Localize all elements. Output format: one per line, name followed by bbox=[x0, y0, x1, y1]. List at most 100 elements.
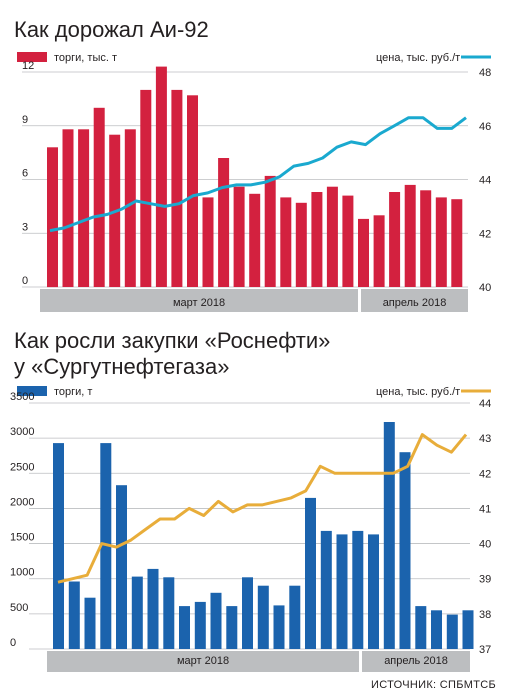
chart1-bar bbox=[358, 218, 369, 287]
chart2-bar bbox=[226, 606, 238, 649]
chart1-bar bbox=[373, 215, 385, 287]
chart2-title-line2: у «Сургутнефтегаза» bbox=[14, 354, 229, 379]
chart2-bar bbox=[257, 585, 269, 649]
chart2-bar bbox=[242, 577, 253, 649]
chart2-bar bbox=[368, 534, 379, 649]
chart1-price-line bbox=[49, 116, 467, 233]
chart1-bar bbox=[124, 129, 136, 287]
chart2-month-label: апрель 2018 bbox=[384, 655, 448, 667]
chart2-bar bbox=[116, 485, 127, 649]
chart1-plot: 0 3 6 9 12 40 42 44 46 48 март 2018 апрель 2018 bbox=[22, 60, 491, 312]
chart2-bar bbox=[273, 605, 285, 649]
chart1-title: Как дорожал Аи-92 bbox=[14, 17, 209, 42]
chart2-bar bbox=[415, 606, 427, 649]
chart1-month-band bbox=[361, 289, 468, 312]
chart2-ytick-right: 38 bbox=[479, 609, 491, 621]
chart1-ytick-right: 48 bbox=[479, 67, 491, 79]
chart1-bar bbox=[202, 197, 214, 287]
chart1-bar bbox=[280, 197, 292, 287]
chart1-bar bbox=[311, 192, 323, 287]
chart1-bar bbox=[187, 95, 198, 287]
chart1-bar bbox=[218, 158, 230, 287]
chart1-bar bbox=[155, 66, 167, 287]
chart2-bar bbox=[446, 614, 458, 649]
chart2-legend-line-label: цена, тыс. руб./т bbox=[376, 386, 460, 398]
chart2-ytick-left: 0 bbox=[10, 637, 16, 649]
chart2-bar bbox=[163, 577, 175, 649]
chart1-legend-bar-swatch bbox=[17, 52, 47, 62]
chart1-bar bbox=[93, 107, 105, 287]
chart2-bar bbox=[194, 601, 206, 649]
chart1-bar bbox=[404, 184, 416, 287]
chart2-ytick-left: 1000 bbox=[10, 567, 34, 579]
chart1-bar bbox=[451, 199, 463, 287]
chart2-bar bbox=[336, 534, 348, 649]
chart1-legend-bar-label: торги, тыс. т bbox=[54, 52, 117, 64]
chart2-plot: 0 500 1000 1500 2000 2500 3000 3500 37 38 39 40 41 42… bbox=[10, 391, 491, 672]
chart1-bar bbox=[342, 195, 354, 287]
source-note: ИСТОЧНИК: СПБМТСБ bbox=[371, 679, 496, 691]
chart2-ytick-left: 1500 bbox=[10, 532, 34, 544]
chart2-ytick-left: 500 bbox=[10, 602, 28, 614]
chart1-ytick-left: 9 bbox=[22, 114, 28, 126]
chart1-month-label: апрель 2018 bbox=[383, 297, 447, 309]
chart2-month-label: март 2018 bbox=[177, 655, 229, 667]
chart1-legend-line-label: цена, тыс. руб./т bbox=[376, 52, 460, 64]
chart2-bar bbox=[431, 610, 442, 649]
chart2-title-line1: Как росли закупки «Роснефти» bbox=[14, 328, 330, 353]
chart1-bar bbox=[420, 190, 432, 288]
chart2-bar bbox=[399, 452, 411, 649]
chart1-month-label: март 2018 bbox=[173, 297, 225, 309]
chart2-ytick-right: 41 bbox=[479, 503, 491, 515]
chart2-ytick-left: 3000 bbox=[10, 426, 34, 438]
chart1-ytick-right: 40 bbox=[479, 282, 491, 294]
chart2-ytick-right: 37 bbox=[479, 644, 491, 656]
chart2-price-line bbox=[57, 433, 468, 584]
chart2-bar bbox=[68, 581, 80, 649]
chart2-ytick-left: 3500 bbox=[10, 391, 34, 403]
chart2-bar bbox=[53, 443, 64, 649]
chart1-bar bbox=[171, 89, 183, 288]
chart2-bar bbox=[352, 530, 364, 649]
chart1-bar bbox=[326, 186, 338, 287]
chart1-ytick-left: 12 bbox=[22, 60, 34, 72]
chart2-bar bbox=[320, 530, 332, 649]
chart1-bar bbox=[62, 129, 74, 287]
chart2-ytick-left: 2000 bbox=[10, 496, 34, 508]
chart1-ytick-left: 6 bbox=[22, 168, 28, 180]
chart2-month-band bbox=[47, 651, 359, 672]
chart2-ytick-left: 2500 bbox=[10, 461, 34, 473]
chart1-month-band bbox=[40, 289, 358, 312]
chart2-ytick-right: 39 bbox=[479, 574, 491, 586]
chart1-bar bbox=[249, 193, 261, 287]
chart2-bar bbox=[383, 422, 395, 649]
chart2-bar bbox=[305, 497, 316, 649]
chart2-ytick-right: 40 bbox=[479, 539, 491, 551]
chart2-bar bbox=[84, 597, 96, 649]
chart1-ytick-left: 3 bbox=[22, 221, 28, 233]
chart2-bar bbox=[462, 610, 474, 649]
chart2-bar bbox=[210, 592, 222, 649]
chart1-bar bbox=[435, 197, 447, 287]
chart2-bar bbox=[179, 606, 190, 649]
chart2-bar bbox=[147, 568, 159, 649]
chart1-bar bbox=[140, 89, 152, 288]
chart2-month-band bbox=[362, 651, 470, 672]
chart1-ytick-left: 0 bbox=[22, 275, 28, 287]
chart2-ytick-right: 43 bbox=[479, 433, 491, 445]
chart2-bar bbox=[131, 576, 143, 649]
chart1-bar bbox=[264, 175, 276, 287]
chart1-ytick-right: 44 bbox=[479, 175, 491, 187]
chart2-bar bbox=[289, 585, 301, 649]
chart1-ytick-right: 46 bbox=[479, 121, 491, 133]
chart2-ytick-right: 44 bbox=[479, 398, 491, 410]
chart2-legend-bar-label: торги, т bbox=[54, 386, 92, 398]
chart1-bar bbox=[295, 202, 307, 287]
chart2-ytick-right: 42 bbox=[479, 468, 491, 480]
chart1-bar bbox=[233, 186, 245, 287]
chart1-bar bbox=[78, 129, 90, 287]
chart1-ytick-right: 42 bbox=[479, 228, 491, 240]
chart1-bar bbox=[47, 147, 58, 288]
chart2-legend-bar-swatch bbox=[17, 386, 47, 396]
